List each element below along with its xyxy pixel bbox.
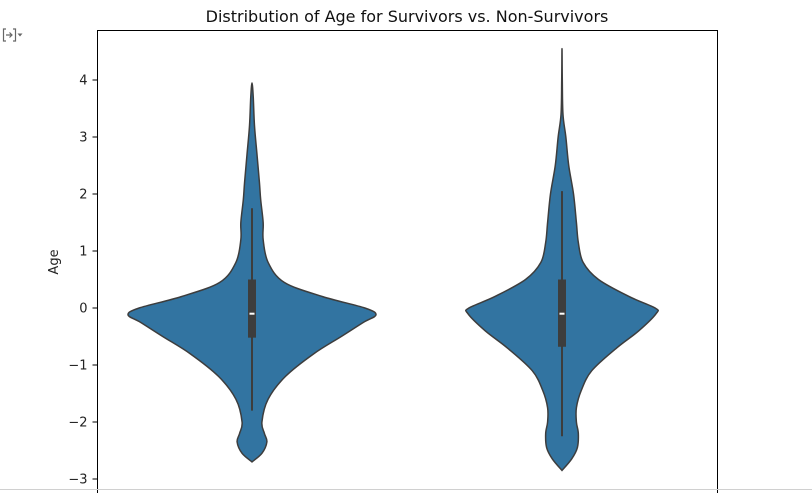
y-tick-label: −2 [68,416,87,431]
output-collapse-icon[interactable] [2,26,24,44]
y-tick-label: 0 [79,302,87,317]
axes-frame [97,30,718,493]
y-tick-label: −3 [68,473,87,488]
y-tick-label: 1 [79,245,87,260]
y-axis: −3 −2 −1 0 1 2 3 4 [68,74,98,488]
output-collapse-icon-graphic [2,28,23,42]
violin-iqr-box [248,279,256,338]
violin-median [249,312,255,315]
plot-area [127,47,660,472]
y-tick-label: −1 [68,359,87,374]
y-tick-label: 4 [79,74,87,89]
output-divider [0,489,812,490]
y-tick-label: 2 [79,188,87,203]
violin-median [559,312,565,315]
chart-title: Distribution of Age for Survivors vs. No… [206,7,609,26]
y-tick-label: 3 [79,131,87,146]
y-axis-label: Age [47,249,62,274]
